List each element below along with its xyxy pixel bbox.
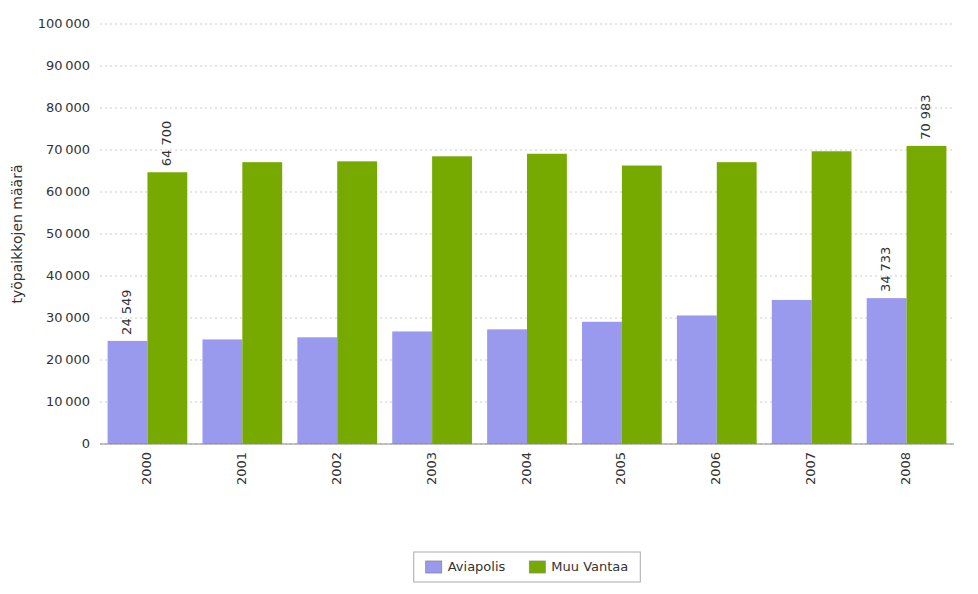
x-tick-label: 2006 [708,452,723,485]
bar [622,166,662,444]
x-axis-line [100,444,954,445]
chart-svg: 0 10 000 20 000 30 000 40 000 50 000 60 000 70 … [0,0,978,594]
y-tick-label: 30 000 [46,310,90,325]
bar [108,341,148,444]
x-tick-label: 2005 [613,452,628,485]
x-tick-label: 2002 [329,452,344,485]
bar [202,339,242,444]
grid [100,24,954,444]
bar [432,156,472,444]
x-tick-label: 2003 [424,452,439,485]
y-tick-label: 10 000 [46,394,90,409]
y-tick-label: 100 000 [38,16,90,31]
bar [337,161,377,444]
y-tick-label: 60 000 [46,184,90,199]
x-axis: 2000 2001 2002 2003 2004 2005 2006 2007 2008 [100,444,954,485]
y-tick-label: 40 000 [46,268,90,283]
y-tick-label: 80 000 [46,100,90,115]
bar [297,337,337,444]
data-label: 64 700 [159,121,174,167]
bars [108,146,947,444]
data-label: 70 983 [918,94,933,140]
grid-line [100,150,954,151]
bar [582,322,622,444]
grid-line [100,24,954,25]
x-tick-label: 2001 [234,452,249,485]
y-tick-label: 0 [82,436,90,451]
legend-swatch [426,561,442,573]
legend-label: Aviapolis [448,559,506,574]
y-tick-label: 70 000 [46,142,90,157]
y-tick-label: 90 000 [46,58,90,73]
bar [717,162,757,444]
legend-box [414,552,641,582]
chart-container: 0 10 000 20 000 30 000 40 000 50 000 60 000 70 … [0,0,978,594]
data-labels: 24 549 34 733 64 700 70 983 [119,94,933,335]
bar [812,151,852,444]
bar [487,329,527,444]
legend: Aviapolis Muu Vantaa [414,552,641,582]
x-tick-label: 2004 [519,452,534,485]
bar [772,300,812,444]
data-label: 24 549 [119,289,134,335]
bar [392,331,432,444]
bar [907,146,947,444]
bar [867,298,907,444]
data-label: 34 733 [878,247,893,293]
bar [677,315,717,444]
x-tick-label: 2008 [898,452,913,485]
bar [242,162,282,444]
bar [527,154,567,444]
x-tick-label: 2007 [803,452,818,485]
legend-swatch [529,561,545,573]
legend-label: Muu Vantaa [551,559,628,574]
y-axis-label: työpaikkojen määrä [9,165,25,304]
grid-line [100,108,954,109]
y-tick-label: 20 000 [46,352,90,367]
bar [147,172,187,444]
y-tick-label: 50 000 [46,226,90,241]
y-axis: 0 10 000 20 000 30 000 40 000 50 000 60 000 70 … [38,16,90,451]
grid-line [100,444,954,445]
grid-line [100,66,954,67]
x-tick-label: 2000 [139,452,154,485]
